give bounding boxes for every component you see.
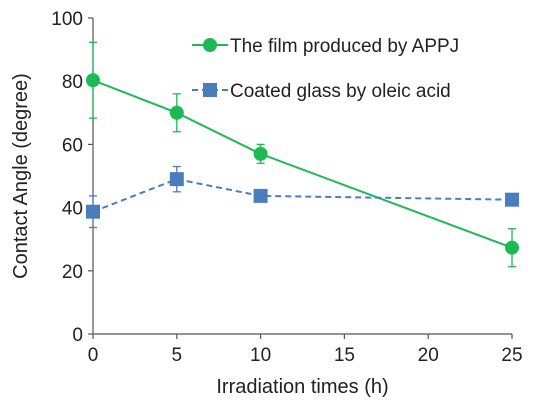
axes bbox=[88, 17, 513, 339]
data-point bbox=[505, 192, 519, 207]
data-point bbox=[86, 204, 100, 219]
y-tick-label: 20 bbox=[62, 262, 83, 283]
data-point bbox=[505, 240, 519, 255]
data-point bbox=[253, 188, 268, 203]
y-tick-label: 0 bbox=[72, 325, 83, 346]
series-0 bbox=[86, 41, 519, 268]
x-tick-label: 20 bbox=[418, 345, 439, 366]
x-tick-label: 10 bbox=[250, 345, 271, 366]
x-axis-label: Irradiation times (h) bbox=[216, 376, 388, 398]
legend-marker-oleic bbox=[203, 83, 217, 97]
x-tick-label: 15 bbox=[334, 345, 355, 366]
series-layer bbox=[86, 41, 519, 268]
legend-label-appj: The film produced by APPJ bbox=[230, 36, 459, 57]
data-point bbox=[253, 146, 268, 161]
y-tick-label: 100 bbox=[51, 9, 83, 30]
legend-entry-appj: The film produced by APPJ bbox=[192, 36, 459, 57]
y-axis-label: Contact Angle (degree) bbox=[10, 73, 32, 279]
legend-label-oleic: Coated glass by oleic acid bbox=[230, 81, 451, 102]
y-tick-label: 60 bbox=[62, 135, 83, 156]
legend: The film produced by APPJ Coated glass b… bbox=[192, 36, 459, 102]
y-tick-label: 80 bbox=[62, 72, 83, 93]
data-point bbox=[86, 73, 100, 88]
x-tick-label: 5 bbox=[172, 345, 183, 366]
legend-marker-appj bbox=[203, 38, 217, 52]
series-line-1 bbox=[92, 178, 513, 213]
x-tick-label: 0 bbox=[88, 345, 99, 366]
x-tick-label: 25 bbox=[501, 345, 522, 366]
series-1 bbox=[86, 165, 519, 229]
x-tick-labels: 0 5 10 15 20 25 bbox=[88, 345, 523, 366]
data-point bbox=[169, 105, 184, 120]
series-line-0 bbox=[92, 79, 513, 249]
legend-entry-oleic: Coated glass by oleic acid bbox=[192, 81, 451, 102]
y-tick-labels: 0 20 40 60 80 100 bbox=[51, 9, 83, 346]
y-tick-label: 40 bbox=[62, 199, 83, 220]
data-point bbox=[169, 172, 184, 187]
